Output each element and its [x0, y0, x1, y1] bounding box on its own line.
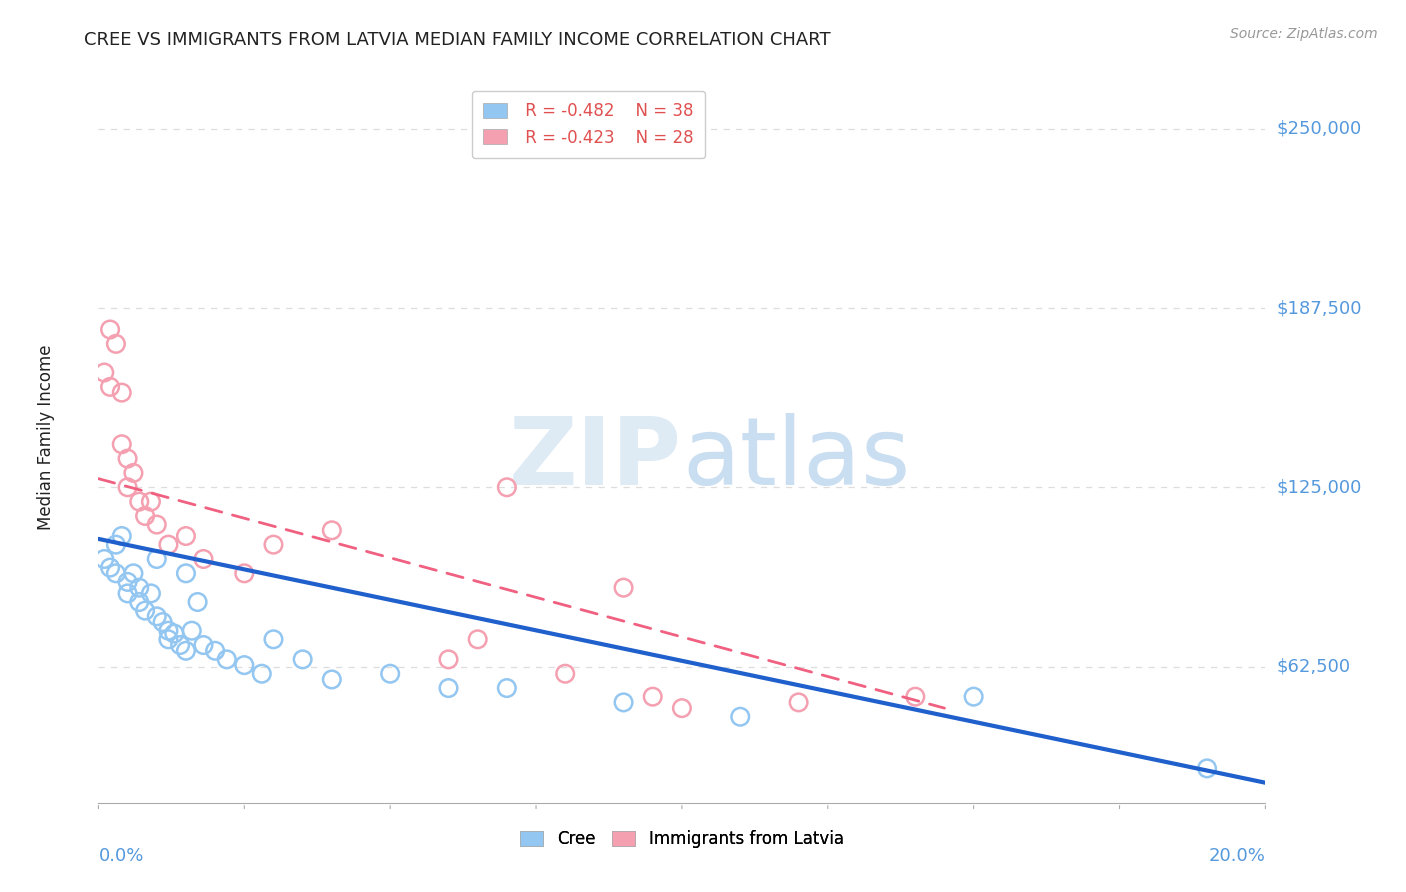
Point — [163, 626, 186, 640]
Point — [128, 494, 150, 508]
Point — [93, 552, 115, 566]
Point — [1195, 761, 1218, 775]
Point — [157, 632, 180, 647]
Point — [139, 586, 162, 600]
Point — [122, 466, 145, 480]
Point — [215, 652, 238, 666]
Point — [111, 437, 134, 451]
Text: $62,500: $62,500 — [1277, 657, 1351, 675]
Text: atlas: atlas — [682, 413, 910, 505]
Point — [117, 480, 139, 494]
Point — [134, 508, 156, 523]
Point — [122, 566, 145, 581]
Text: Median Family Income: Median Family Income — [37, 344, 55, 530]
Point — [962, 690, 984, 704]
Point — [98, 560, 121, 574]
Point — [291, 652, 314, 666]
Text: ZIP: ZIP — [509, 413, 682, 505]
Point — [146, 552, 169, 566]
Point — [437, 681, 460, 695]
Point — [496, 681, 519, 695]
Text: $125,000: $125,000 — [1277, 478, 1362, 496]
Point — [233, 658, 256, 673]
Point — [152, 615, 174, 629]
Text: CREE VS IMMIGRANTS FROM LATVIA MEDIAN FAMILY INCOME CORRELATION CHART: CREE VS IMMIGRANTS FROM LATVIA MEDIAN FA… — [84, 31, 831, 49]
Point — [904, 690, 927, 704]
Point — [187, 595, 209, 609]
Point — [380, 666, 402, 681]
Point — [612, 581, 634, 595]
Point — [111, 529, 134, 543]
Point — [671, 701, 693, 715]
Point — [730, 710, 752, 724]
Text: 20.0%: 20.0% — [1209, 847, 1265, 864]
Point — [98, 380, 121, 394]
Point — [117, 574, 139, 589]
Point — [193, 638, 215, 652]
Point — [321, 524, 343, 538]
Point — [174, 566, 197, 581]
Text: Source: ZipAtlas.com: Source: ZipAtlas.com — [1230, 27, 1378, 41]
Legend: Cree, Immigrants from Latvia: Cree, Immigrants from Latvia — [512, 822, 852, 856]
Point — [157, 624, 180, 638]
Point — [787, 695, 810, 709]
Point — [139, 494, 162, 508]
Text: 0.0%: 0.0% — [98, 847, 143, 864]
Point — [98, 322, 121, 336]
Point — [128, 581, 150, 595]
Point — [262, 538, 284, 552]
Point — [262, 632, 284, 647]
Point — [174, 529, 197, 543]
Point — [169, 638, 191, 652]
Point — [117, 586, 139, 600]
Point — [93, 366, 115, 380]
Point — [250, 666, 273, 681]
Point — [496, 480, 519, 494]
Point — [128, 595, 150, 609]
Point — [146, 609, 169, 624]
Point — [321, 673, 343, 687]
Point — [641, 690, 664, 704]
Point — [146, 517, 169, 532]
Text: $187,500: $187,500 — [1277, 299, 1362, 317]
Point — [104, 538, 127, 552]
Point — [111, 385, 134, 400]
Point — [437, 652, 460, 666]
Point — [233, 566, 256, 581]
Point — [174, 644, 197, 658]
Point — [193, 552, 215, 566]
Point — [554, 666, 576, 681]
Point — [612, 695, 634, 709]
Point — [180, 624, 202, 638]
Point — [157, 538, 180, 552]
Text: $250,000: $250,000 — [1277, 120, 1362, 137]
Point — [117, 451, 139, 466]
Point — [104, 336, 127, 351]
Point — [104, 566, 127, 581]
Point — [204, 644, 226, 658]
Point — [467, 632, 489, 647]
Point — [134, 604, 156, 618]
